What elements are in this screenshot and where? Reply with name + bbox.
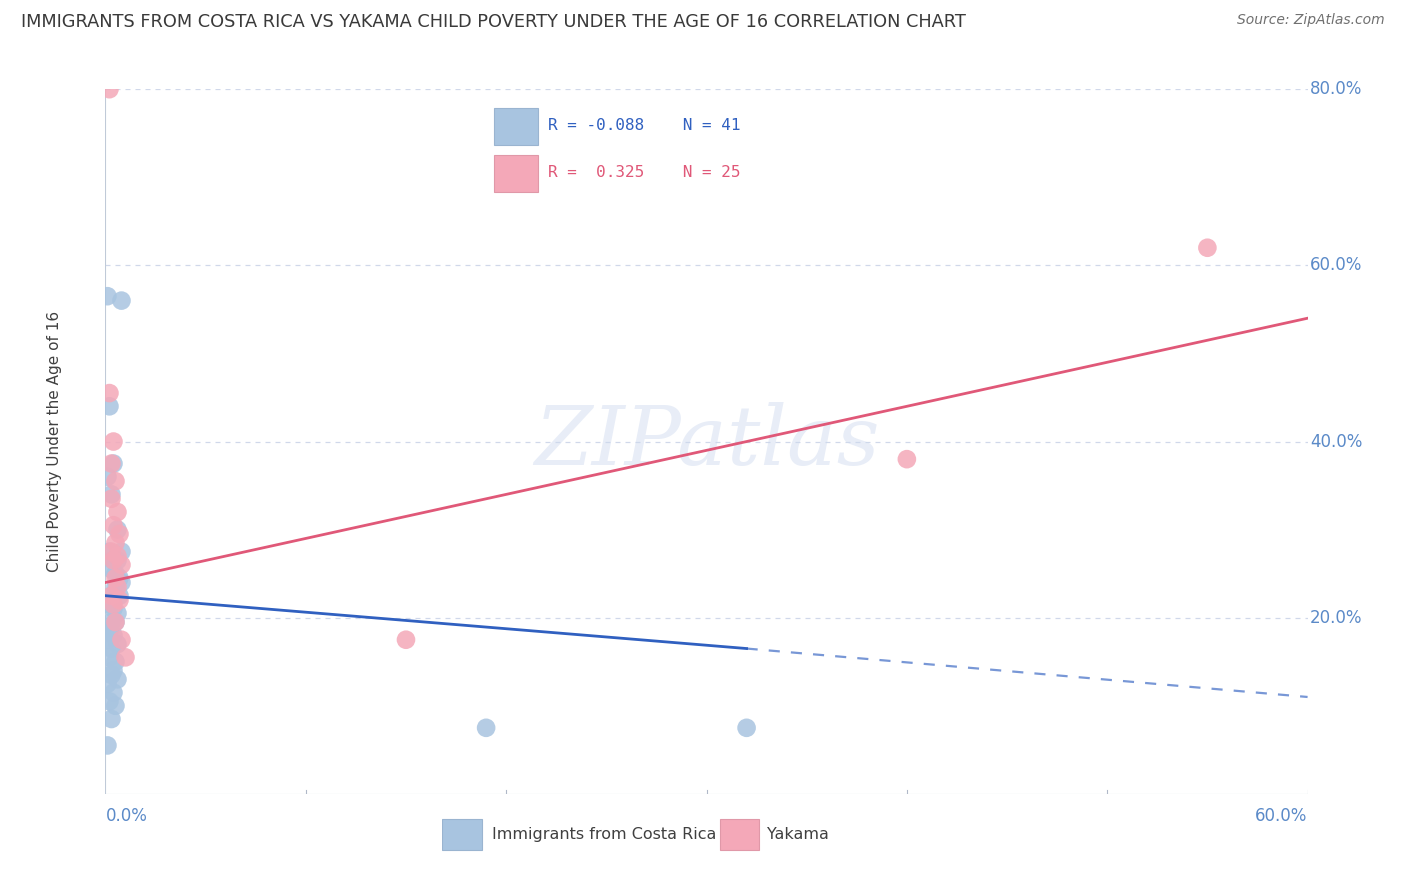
Point	[103, 685, 125, 699]
Text: 40.0%: 40.0%	[1310, 433, 1362, 450]
Point	[1197, 241, 1219, 255]
Point	[96, 469, 118, 483]
Point	[100, 668, 122, 682]
Point	[104, 698, 127, 713]
Point	[108, 593, 131, 607]
Text: ZIPatlas: ZIPatlas	[534, 401, 879, 482]
Point	[100, 589, 122, 603]
Point	[107, 607, 129, 621]
Point	[735, 721, 758, 735]
Point	[103, 602, 125, 616]
Point	[104, 615, 127, 629]
Point	[110, 632, 132, 647]
Point	[110, 293, 132, 308]
Point	[96, 289, 118, 303]
Point	[896, 452, 918, 467]
Text: 60.0%: 60.0%	[1256, 806, 1308, 824]
Point	[107, 637, 129, 651]
Text: 0.0%: 0.0%	[105, 806, 148, 824]
Point	[98, 624, 121, 638]
Point	[107, 580, 129, 594]
Point	[100, 589, 122, 603]
Point	[98, 544, 121, 558]
Point	[107, 549, 129, 563]
Point	[103, 628, 125, 642]
Point	[475, 721, 498, 735]
Point	[108, 527, 131, 541]
Point	[96, 739, 118, 753]
Point	[104, 566, 127, 581]
Point	[108, 571, 131, 585]
Point	[103, 457, 125, 471]
Point	[107, 673, 129, 687]
Point	[104, 655, 127, 669]
Point	[103, 664, 125, 678]
Point	[100, 457, 122, 471]
Point	[110, 544, 132, 558]
Point	[98, 598, 121, 612]
Point	[104, 571, 127, 585]
Point	[103, 434, 125, 449]
Point	[104, 536, 127, 550]
Point	[110, 575, 132, 590]
Text: 60.0%: 60.0%	[1310, 256, 1362, 275]
Point	[96, 632, 118, 647]
Point	[107, 553, 129, 567]
Point	[100, 641, 122, 656]
Point	[114, 650, 136, 665]
Point	[107, 505, 129, 519]
Text: IMMIGRANTS FROM COSTA RICA VS YAKAMA CHILD POVERTY UNDER THE AGE OF 16 CORRELATI: IMMIGRANTS FROM COSTA RICA VS YAKAMA CHI…	[21, 13, 966, 31]
Point	[100, 562, 122, 576]
Point	[103, 598, 125, 612]
Text: Child Poverty Under the Age of 16: Child Poverty Under the Age of 16	[48, 311, 62, 572]
Point	[100, 712, 122, 726]
Point	[107, 523, 129, 537]
Point	[104, 615, 127, 629]
Point	[103, 518, 125, 533]
Point	[98, 82, 121, 96]
Point	[100, 615, 122, 629]
Point	[100, 544, 122, 558]
Point	[98, 399, 121, 413]
Text: 20.0%: 20.0%	[1310, 608, 1362, 627]
Point	[98, 386, 121, 401]
Point	[98, 650, 121, 665]
Point	[98, 694, 121, 708]
Point	[103, 553, 125, 567]
Point	[395, 632, 418, 647]
Text: Source: ZipAtlas.com: Source: ZipAtlas.com	[1237, 13, 1385, 28]
Point	[100, 487, 122, 501]
Point	[108, 589, 131, 603]
Text: 80.0%: 80.0%	[1310, 80, 1362, 98]
Point	[110, 558, 132, 572]
Point	[96, 677, 118, 691]
Point	[100, 491, 122, 506]
Point	[103, 553, 125, 567]
Point	[104, 580, 127, 594]
Point	[104, 474, 127, 488]
